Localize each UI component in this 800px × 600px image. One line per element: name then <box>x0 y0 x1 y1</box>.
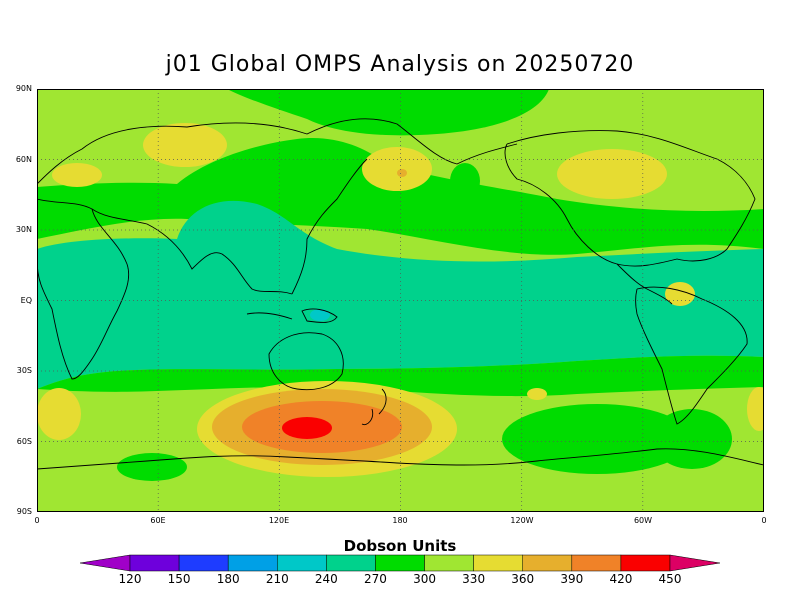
colorbar-arrow-high <box>669 554 720 572</box>
colorbar-swatch <box>522 554 573 572</box>
colorbar-tick-label: 360 <box>511 572 535 586</box>
lon-label-60e: 60E <box>150 516 166 525</box>
colorbar-title: Dobson Units <box>343 537 457 555</box>
lon-label-60w: 60W <box>633 516 653 525</box>
colorbar <box>80 554 720 572</box>
lat-label-eq: EQ <box>20 296 32 305</box>
colorbar-tick-label: 150 <box>167 572 191 586</box>
lat-label-60n: 60N <box>15 155 32 164</box>
colorbar-tick-label: 240 <box>314 572 338 586</box>
map-title: j01 Global OMPS Analysis on 20250720 <box>165 52 635 77</box>
colorbar-swatch <box>129 554 180 572</box>
colorbar-tick-label: 300 <box>413 572 436 586</box>
colorbar-swatch <box>326 554 376 572</box>
lat-label-30n: 30N <box>15 225 32 234</box>
lat-label-30s: 30S <box>16 366 32 375</box>
colorbar-swatch <box>571 554 622 572</box>
lon-label-120w: 120W <box>510 516 534 525</box>
lon-label-0-east: 0 <box>761 516 767 525</box>
colorbar-swatch <box>178 554 229 572</box>
colorbar-arrow-low <box>80 554 131 572</box>
colorbar-swatch <box>473 554 523 572</box>
colorbar-swatch <box>277 554 327 572</box>
colorbar-swatch <box>227 554 278 572</box>
ozone-field <box>36 89 765 512</box>
lon-label-0: 0 <box>34 516 40 525</box>
colorbar-tick-label: 180 <box>216 572 240 586</box>
lon-label-120e: 120E <box>268 516 290 525</box>
ozone-map <box>36 89 765 512</box>
colorbar-tick-label: 450 <box>658 572 682 586</box>
colorbar-tick-label: 390 <box>560 572 584 586</box>
colorbar-swatch <box>424 554 474 572</box>
colorbar-swatch <box>375 554 425 572</box>
lat-label-90s: 90S <box>16 507 32 516</box>
colorbar-tick-label: 120 <box>118 572 142 586</box>
colorbar-tick-label: 330 <box>462 572 486 586</box>
colorbar-tick-label: 210 <box>265 572 289 586</box>
lat-label-60s: 60S <box>16 437 32 446</box>
lat-label-90n: 90N <box>15 84 32 93</box>
lon-label-180: 180 <box>392 516 408 525</box>
colorbar-tick-label: 420 <box>609 572 633 586</box>
colorbar-swatch <box>620 554 671 572</box>
colorbar-tick-label: 270 <box>364 572 387 586</box>
